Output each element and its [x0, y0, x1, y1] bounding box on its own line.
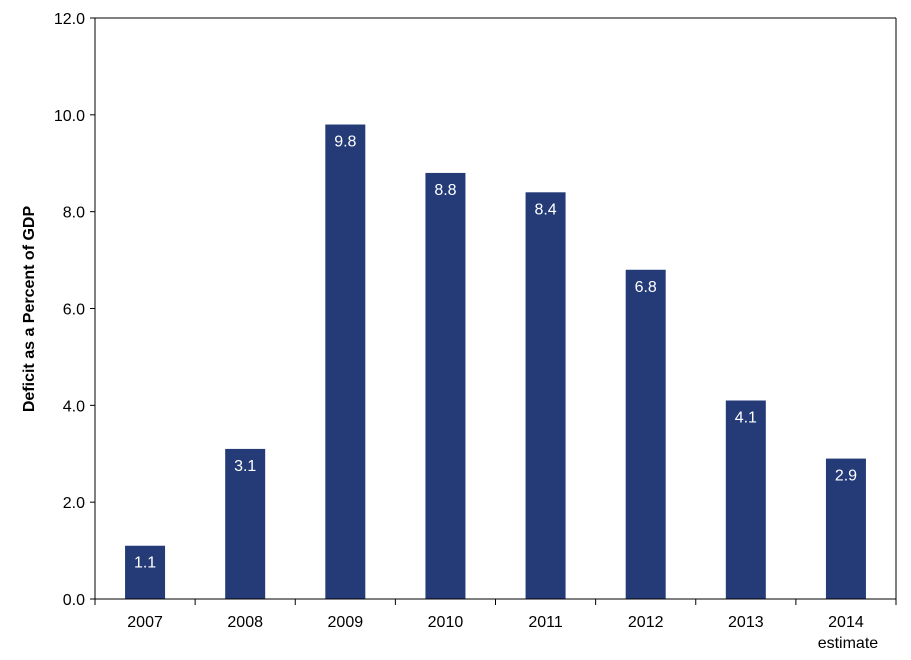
y-axis-ticks: 0.0 2.0 4.0 6.0 8.0 10.0 12.0	[54, 11, 95, 609]
y-tick-label: 6.0	[63, 302, 85, 319]
x-tick-label: 2010	[428, 614, 464, 631]
bar-value-label: 3.1	[234, 458, 256, 475]
bar	[625, 269, 666, 599]
bar	[225, 448, 266, 599]
x-tick-label: 2014	[828, 614, 864, 631]
x-tick-label: 2008	[227, 614, 263, 631]
y-tick-label: 4.0	[63, 398, 85, 415]
bar	[125, 545, 166, 599]
x-tick-label: 2009	[328, 614, 364, 631]
bar-value-label: 1.1	[134, 555, 156, 572]
y-tick-label: 8.0	[63, 205, 85, 222]
y-tick-label: 12.0	[54, 11, 85, 28]
x-tick-label: 2012	[628, 614, 664, 631]
y-axis-title-group: Deficit as a Percent of GDP	[21, 206, 38, 413]
bar	[725, 400, 766, 599]
x-tick-label: 2013	[728, 614, 764, 631]
y-axis-title: Deficit as a Percent of GDP	[21, 206, 38, 413]
x-axis-ticks: 2007 2008 2009 2010 2011 2012 2013 2014 estimate	[94, 599, 897, 652]
bar	[525, 192, 566, 600]
plot-area	[95, 18, 896, 599]
bar-value-label: 8.8	[434, 182, 456, 199]
y-tick-label: 10.0	[54, 108, 85, 125]
bars	[125, 124, 866, 600]
bar-value-label: 8.4	[534, 201, 556, 218]
bar-value-label: 9.8	[334, 134, 356, 151]
bar-value-label: 4.1	[735, 409, 757, 426]
value-labels: 1.1 3.1 9.8 8.8 8.4 6.8 4.1 2.9	[134, 134, 857, 572]
x-tick-label: 2011	[528, 614, 563, 631]
x-tick-label: 2007	[127, 614, 163, 631]
y-tick-label: 2.0	[63, 495, 85, 512]
bar-value-label: 6.8	[635, 279, 657, 296]
bar	[425, 172, 466, 599]
x-tick-sublabel: estimate	[818, 635, 879, 652]
plot-frame	[94, 17, 897, 600]
bar-value-label: 2.9	[835, 468, 857, 485]
bar	[825, 458, 866, 599]
bar	[325, 124, 366, 600]
y-tick-label: 0.0	[63, 592, 85, 609]
